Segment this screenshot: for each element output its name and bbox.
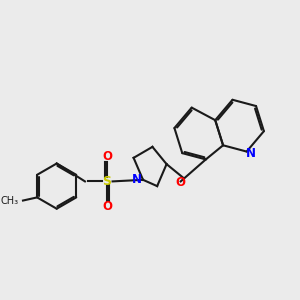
Text: O: O: [175, 176, 185, 190]
Text: O: O: [102, 200, 112, 213]
Text: N: N: [132, 173, 142, 186]
Text: O: O: [102, 150, 112, 163]
Text: CH₃: CH₃: [0, 196, 18, 206]
Text: S: S: [102, 175, 111, 188]
Text: N: N: [245, 147, 255, 160]
